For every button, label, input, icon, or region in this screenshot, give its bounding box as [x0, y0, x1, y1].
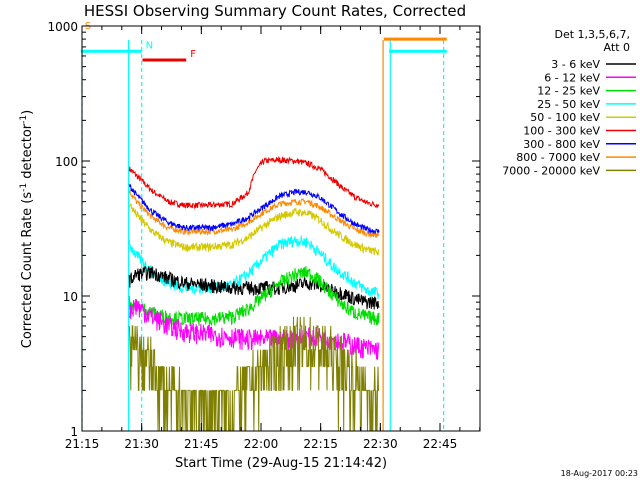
- flag-label: S: [85, 21, 91, 32]
- legend-label: 800 - 7000 keV: [516, 151, 600, 164]
- legend-label: 6 - 12 keV: [544, 71, 600, 84]
- series-line: [128, 184, 380, 234]
- series-line: [128, 203, 380, 256]
- y-tick-label: 1000: [47, 20, 78, 34]
- y-tick-label: 100: [55, 155, 78, 169]
- legend-label: 300 - 800 keV: [523, 138, 600, 151]
- series-line: [128, 316, 379, 432]
- x-tick-label: 21:30: [124, 437, 159, 451]
- y-axis-label-sup2: -1: [19, 115, 29, 124]
- legend-label: 7000 - 20000 keV: [502, 164, 600, 177]
- axes-layer: 1 10 100 1000 21:15 21:30 21:45 22:00 22:15 22:30…: [47, 20, 481, 451]
- y-tick-label: 10: [63, 290, 78, 304]
- y-tick-label: 1: [70, 425, 78, 439]
- x-tick-label: 21:45: [184, 437, 219, 451]
- flag-label: F: [190, 49, 196, 60]
- legend-label: 100 - 300 keV: [523, 125, 600, 138]
- x-tick-label: 22:30: [363, 437, 398, 451]
- series-line: [128, 189, 380, 239]
- legend-header-line-2: Att 0: [604, 41, 630, 54]
- y-axis-label-mid: detector: [20, 123, 35, 183]
- x-tick-label: 22:45: [423, 437, 458, 451]
- legend-label: 3 - 6 keV: [551, 58, 600, 71]
- x-axis-label: Start Time (29-Aug-15 21:14:42): [175, 456, 387, 471]
- x-tick-label: 22:00: [244, 437, 279, 451]
- x-tick-label: 22:15: [303, 437, 338, 451]
- y-axis-label: Corrected Count Rate (s-1 detector-1): [19, 110, 35, 348]
- flag-label: N: [146, 40, 153, 51]
- y-axis-label-end: ): [20, 110, 35, 115]
- series-line: [128, 155, 380, 210]
- data-layer: S N F: [80, 21, 447, 432]
- chart-title: HESSI Observing Summary Count Rates, Cor…: [84, 2, 466, 20]
- legend-label: 25 - 50 keV: [537, 98, 600, 111]
- legend-label: 12 - 25 keV: [537, 85, 600, 98]
- legend-label: 50 - 100 keV: [530, 111, 600, 124]
- legend-header-line-1: Det 1,3,5,6,7,: [554, 28, 630, 41]
- y-axis-label-main: Corrected Count Rate (s: [20, 192, 35, 349]
- x-tick-label: 21:15: [65, 437, 100, 451]
- y-axis-label-sup1: -1: [19, 183, 29, 192]
- render-timestamp: 18-Aug-2017 00:23: [561, 469, 638, 478]
